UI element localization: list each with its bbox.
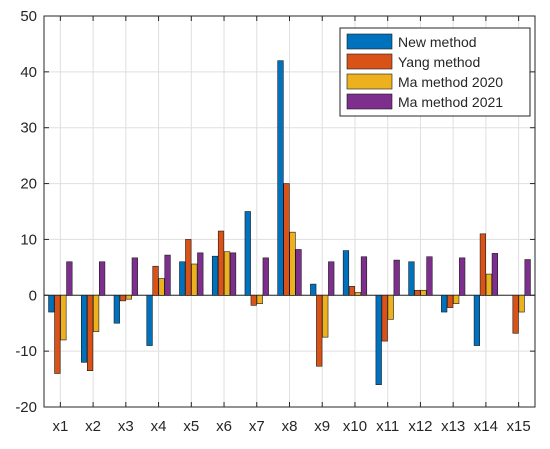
- bar: [113, 294, 120, 324]
- bar: [223, 251, 231, 296]
- bar: [348, 286, 356, 296]
- x-tick-label: x12: [408, 418, 432, 435]
- y-tick-label: 20: [20, 176, 37, 193]
- bar: [164, 254, 171, 296]
- bar: [131, 257, 138, 296]
- bar: [229, 252, 237, 296]
- bar: [408, 261, 415, 296]
- bar: [322, 294, 329, 338]
- bar: [316, 294, 323, 367]
- x-tick-label: x3: [118, 418, 134, 435]
- bar: [185, 239, 192, 296]
- x-tick-label: x2: [85, 418, 101, 435]
- bar: [146, 294, 153, 346]
- x-tick-label: x13: [441, 418, 465, 435]
- bar: [283, 183, 290, 296]
- x-tick-label: x10: [343, 418, 367, 435]
- bar: [152, 265, 159, 296]
- bar: [485, 273, 493, 296]
- bar: [66, 261, 73, 296]
- y-tick-label: -10: [15, 343, 37, 360]
- bar: [211, 255, 219, 296]
- x-tick-label: x4: [151, 418, 167, 435]
- bar: [289, 231, 296, 296]
- bar: [60, 294, 67, 341]
- x-tick-label: x9: [314, 418, 330, 435]
- bar: [191, 263, 198, 296]
- bar: [375, 294, 382, 385]
- legend-label: New method: [398, 34, 477, 50]
- bar: [197, 252, 204, 296]
- bar: [441, 294, 448, 313]
- bar: [119, 294, 126, 302]
- bar: [295, 249, 302, 296]
- bar: [262, 257, 269, 296]
- x-tick-label: x6: [216, 418, 232, 435]
- bar: [125, 294, 132, 300]
- x-tick-label: x8: [282, 418, 298, 435]
- bar: [491, 253, 499, 296]
- y-tick-label: 50: [20, 8, 37, 25]
- bar: [524, 259, 531, 296]
- bar: [459, 257, 466, 296]
- bar: [217, 230, 225, 296]
- legend-label: Ma method 2020: [398, 74, 503, 90]
- bar: [256, 294, 263, 304]
- bar: [518, 294, 525, 313]
- bar: [447, 294, 454, 308]
- bar: [473, 294, 481, 346]
- bar: [354, 292, 362, 296]
- bar: [99, 261, 106, 296]
- bar: [179, 261, 186, 296]
- y-tick-label: 0: [29, 287, 37, 304]
- bar: [328, 261, 335, 296]
- axes-group: -20 -10 0 10 20 30 40 50 x1 x2 x3 x4 x5 x6 x7 x8 x9 x10 x1…: [15, 8, 536, 435]
- bar: [393, 259, 400, 296]
- bar: [453, 294, 460, 304]
- legend: New method Yang method Ma method 2020 Ma me…: [339, 27, 531, 117]
- x-tick-label: x7: [249, 418, 265, 435]
- bar: [310, 283, 317, 296]
- bars-group: [48, 60, 531, 385]
- bar: [158, 278, 165, 296]
- y-tick-label: -20: [15, 399, 37, 416]
- x-tick-label: x11: [376, 418, 399, 435]
- bar: [54, 294, 61, 374]
- bar: [250, 294, 257, 306]
- legend-swatch: [346, 53, 393, 70]
- y-tick-label: 10: [20, 231, 37, 248]
- bar: [93, 294, 100, 332]
- legend-swatch: [346, 93, 393, 110]
- legend-swatch: [346, 73, 393, 90]
- bar: [426, 256, 433, 296]
- bar: [479, 233, 487, 296]
- y-tick-label: 30: [20, 120, 37, 137]
- bar: [48, 294, 55, 313]
- bar: [342, 250, 350, 296]
- bar: [512, 294, 519, 334]
- bar: [277, 60, 284, 296]
- x-tick-label: x15: [507, 418, 531, 435]
- x-tick-label: x14: [474, 418, 498, 435]
- bar: [81, 294, 88, 363]
- legend-swatch: [346, 33, 393, 50]
- y-tick-label: 40: [20, 64, 37, 81]
- bar: [414, 289, 421, 296]
- bar: [87, 294, 94, 371]
- bar: [244, 211, 251, 296]
- bar: [381, 294, 388, 342]
- legend-label: Ma method 2021: [398, 94, 503, 110]
- bar: [420, 289, 427, 296]
- axes-box: [43, 15, 536, 408]
- x-tick-label: x1: [52, 418, 68, 435]
- bar: [387, 294, 394, 320]
- bar: [360, 256, 368, 296]
- x-tick-label: x5: [183, 418, 199, 435]
- legend-label: Yang method: [398, 54, 480, 70]
